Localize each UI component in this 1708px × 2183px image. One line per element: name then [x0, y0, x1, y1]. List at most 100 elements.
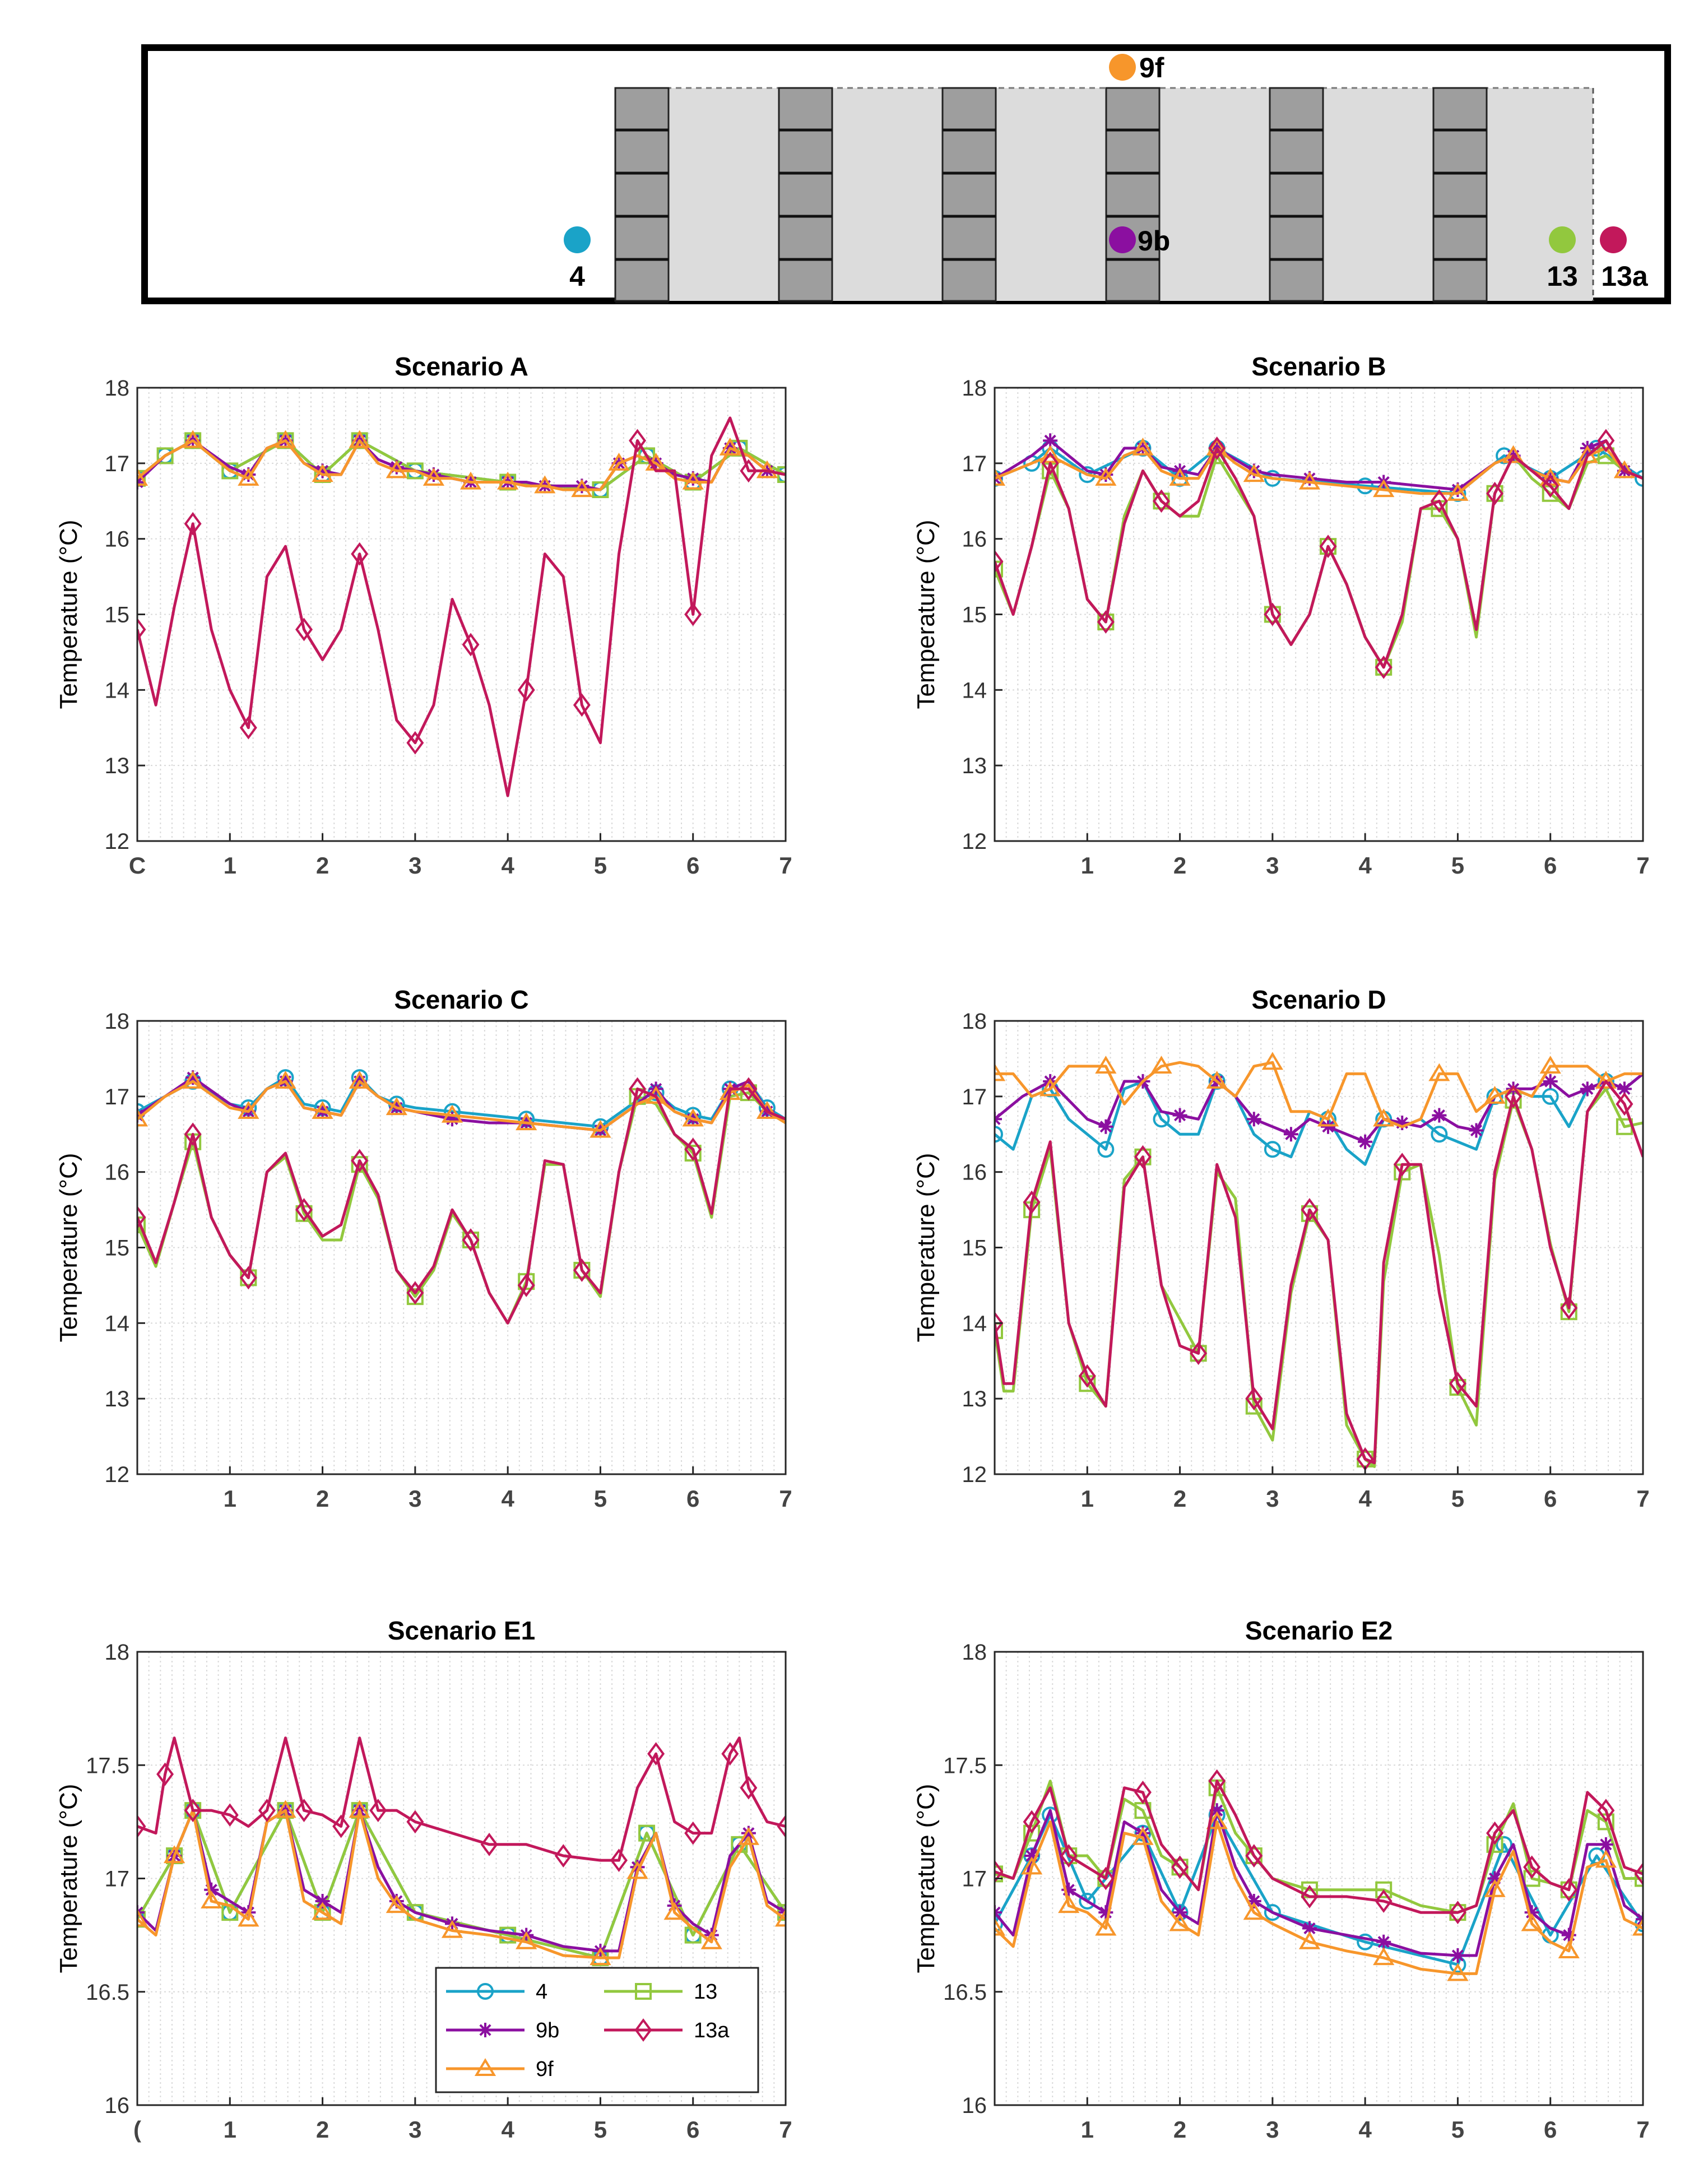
data-point [156, 447, 174, 465]
data-point [480, 1832, 498, 1856]
x-tick-label: 4 [501, 852, 514, 879]
y-tick-label: 12 [105, 829, 130, 854]
data-point [1635, 470, 1643, 487]
legend-label: 13 [694, 1980, 717, 2004]
data-point [315, 1893, 330, 1908]
x-tick-label: 2 [316, 1485, 329, 1512]
y-tick-label: 17 [962, 1085, 987, 1109]
x-tick-label: 6 [1544, 852, 1557, 879]
data-point [1560, 1303, 1577, 1321]
x-tick-label: 4 [501, 2116, 514, 2143]
data-point [590, 1120, 611, 1138]
data-point [444, 1112, 460, 1127]
x-tick-label: 1 [1081, 1485, 1094, 1512]
rack-body [614, 87, 670, 302]
data-point [349, 430, 370, 448]
y-tick-label: 18 [962, 376, 987, 401]
sensor-label: 13a [1601, 261, 1649, 292]
x-tick-label: 6 [686, 852, 699, 879]
data-point [1616, 1092, 1633, 1116]
data-point [1395, 1116, 1410, 1131]
x-tick-label: 1 [224, 1485, 236, 1512]
data-point [1097, 1141, 1115, 1158]
data-point [740, 1077, 758, 1101]
legend-marker [474, 2058, 496, 2077]
data-point [1097, 610, 1115, 634]
data-point [1171, 1855, 1189, 1879]
data-point [1095, 467, 1117, 486]
sensor-label: 13 [1547, 261, 1578, 292]
data-point [1206, 438, 1228, 456]
data-point [1469, 1123, 1484, 1138]
y-tick-label: 17.5 [86, 1753, 129, 1778]
y-tick-label: 18 [105, 1009, 130, 1034]
data-point [1484, 1085, 1506, 1104]
data-point [426, 467, 441, 482]
series-line [995, 1061, 1643, 1128]
data-point [275, 1071, 296, 1089]
legend-label: 4 [536, 1980, 547, 2004]
data-point [406, 731, 424, 755]
data-point [629, 1077, 647, 1101]
data-point [1208, 1769, 1226, 1793]
data-point [630, 1860, 645, 1875]
data-point [441, 1920, 463, 1938]
data-point [1039, 1078, 1061, 1097]
legend-label: 9b [536, 2019, 559, 2042]
rack-body [1105, 87, 1161, 302]
server-rack [778, 87, 833, 304]
x-tick-label: 5 [594, 852, 607, 879]
x-tick-label: 7 [1636, 2116, 1649, 2143]
legend-marker [634, 2018, 652, 2042]
series-9f [137, 1071, 786, 1138]
data-point [1613, 460, 1636, 479]
data-point [1616, 1118, 1633, 1135]
data-point [684, 1821, 702, 1845]
data-point [386, 460, 407, 479]
data-point [1098, 1905, 1113, 1920]
data-point [238, 1100, 259, 1119]
x-tick-label: 2 [1173, 2116, 1186, 2143]
data-point [1134, 1145, 1152, 1169]
y-tick-label: 13 [962, 754, 987, 778]
sensor-13a: 13a [1600, 226, 1649, 292]
data-point [386, 1097, 407, 1116]
data-point [684, 1926, 702, 1944]
x-tick-label: 5 [1451, 852, 1464, 879]
data-point [1542, 485, 1559, 502]
data-point [1209, 1803, 1224, 1818]
y-tick-label: 17 [105, 1867, 130, 1892]
data-point [1393, 1153, 1411, 1177]
series-line [995, 447, 1643, 495]
y-tick-label: 15 [105, 1236, 130, 1261]
data-point [204, 1882, 219, 1897]
data-point [182, 430, 204, 448]
x-tick-label: 5 [1451, 2116, 1464, 2143]
series-line [995, 1820, 1643, 1975]
sensor-dot [564, 226, 591, 253]
data-point [1358, 1134, 1373, 1149]
data-point [349, 1071, 370, 1089]
data-point [1560, 1878, 1578, 1902]
series-line [137, 1809, 786, 1959]
data-point [1246, 463, 1261, 479]
series-13a [137, 1736, 786, 1873]
x-tick-label: 1 [224, 2116, 236, 2143]
data-point [995, 1915, 1003, 1933]
y-tick-label: 17.5 [943, 1753, 987, 1778]
x-tick-label: 4 [501, 1485, 514, 1512]
data-point [1301, 1198, 1319, 1221]
data-point [221, 1803, 239, 1827]
data-point [406, 1810, 424, 1834]
data-point [1496, 1836, 1513, 1853]
data-point [1264, 1141, 1281, 1158]
data-point [1206, 1071, 1228, 1089]
data-point [682, 471, 704, 490]
data-point [1302, 471, 1317, 486]
series-13a [995, 1769, 1643, 1925]
data-point [369, 1799, 387, 1823]
data-point [1523, 1855, 1541, 1879]
data-point [462, 633, 480, 657]
chart-title: Scenario A [394, 352, 528, 381]
data-point [516, 1931, 537, 1949]
